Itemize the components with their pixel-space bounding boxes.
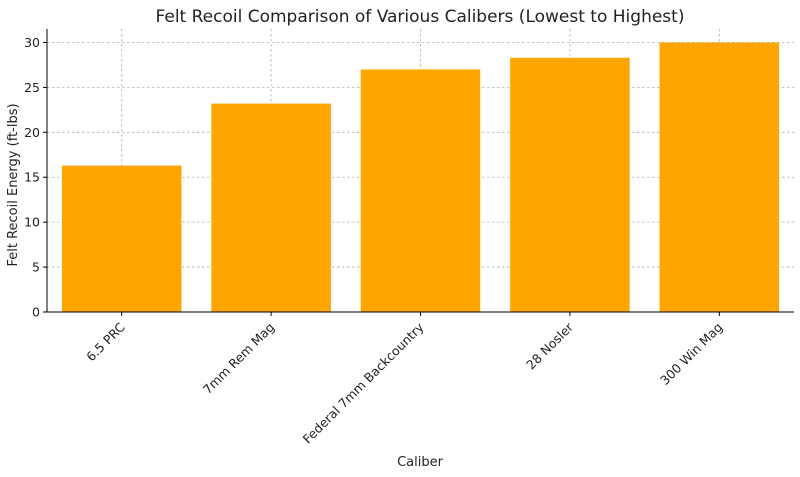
bar [510,57,630,312]
y-tick-label: 10 [24,215,40,230]
bar [61,165,182,312]
x-tick-label: 6.5 PRC [83,319,128,364]
x-tick-label: 300 Win Mag [657,320,725,388]
y-tick-label: 15 [24,170,40,185]
bar [659,42,780,312]
y-tick-label: 25 [24,80,40,95]
bars [61,42,780,312]
chart-title: Felt Recoil Comparison of Various Calibe… [156,7,685,27]
x-tick-label: 28 Nosler [523,319,576,372]
y-tick-label: 20 [24,125,40,140]
x-axis-label: Caliber [397,455,444,470]
y-axis-label: Felt Recoil Energy (ft-lbs) [6,103,21,266]
x-tick-label: 7mm Rem Mag [200,320,278,398]
y-tick-label: 0 [32,305,40,320]
bar [360,69,481,312]
y-tick-label: 5 [32,260,40,275]
x-tick-label: Federal 7mm Backcountry [300,319,427,446]
y-tick-label: 30 [24,35,40,50]
bar [211,103,331,312]
